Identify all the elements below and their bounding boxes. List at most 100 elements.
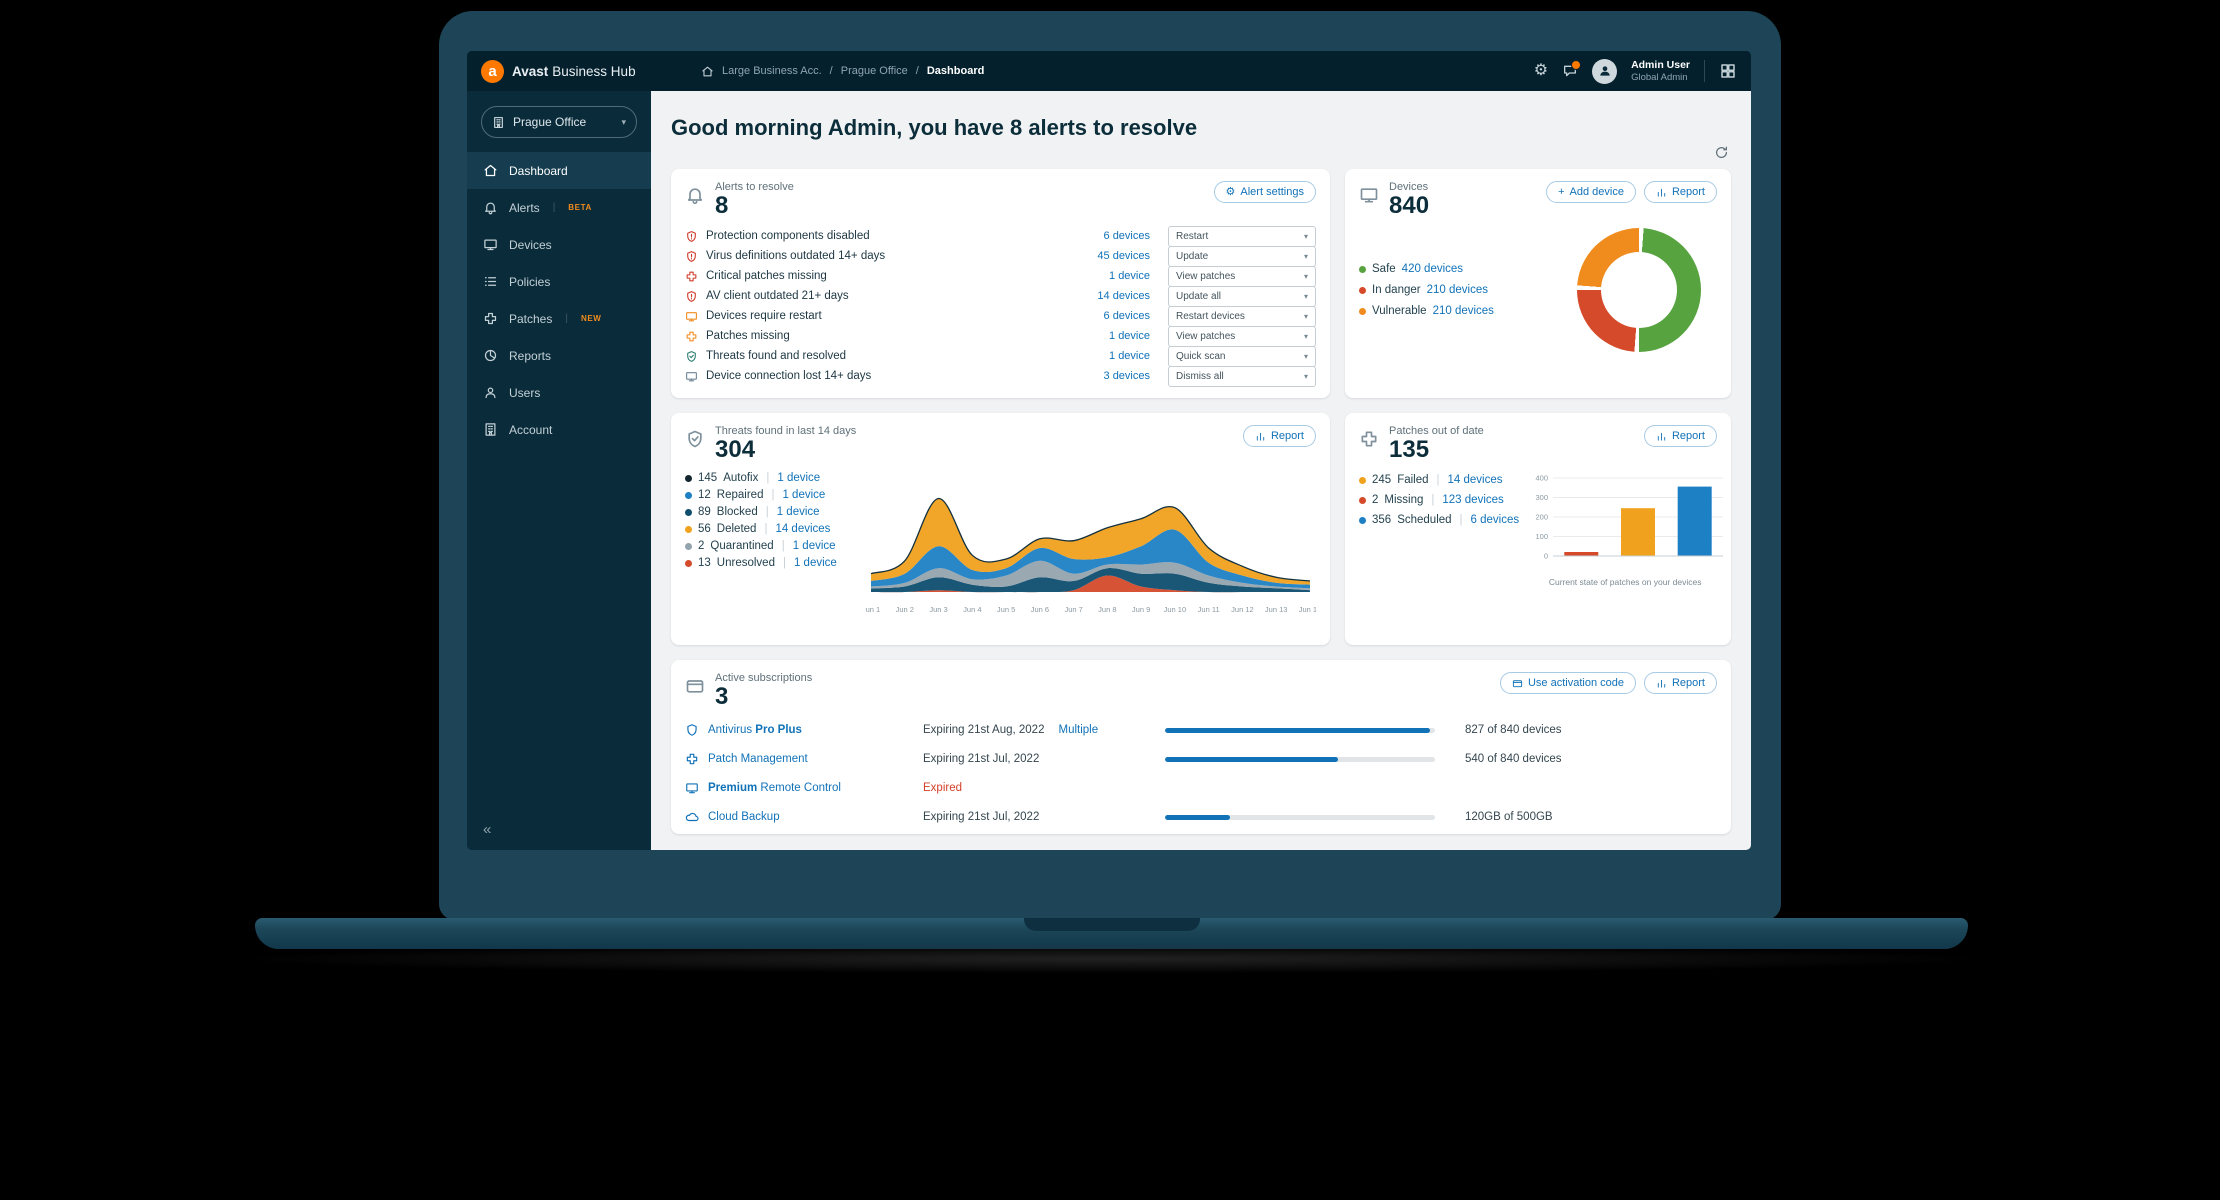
sidebar-item-dashboard[interactable]: Dashboard [467, 152, 651, 189]
bell-icon [685, 185, 705, 205]
alert-action-select[interactable]: View patches ▾ [1168, 325, 1316, 347]
legend-label: Missing [1384, 494, 1424, 507]
svg-text:Jun 10: Jun 10 [1164, 605, 1187, 614]
avatar[interactable] [1592, 58, 1618, 84]
breadcrumb-site[interactable]: Prague Office [840, 65, 908, 77]
alert-devices-link[interactable]: 3 devices [1103, 370, 1150, 383]
user-icon [1598, 64, 1612, 78]
alert-action-select[interactable]: View patches ▾ [1168, 265, 1316, 287]
alert-action-select[interactable]: Update ▾ [1168, 245, 1316, 267]
alert-devices-link[interactable]: 1 device [1109, 350, 1150, 363]
sidebar-item-patches[interactable]: Patches | NEW [467, 300, 651, 337]
legend-separator: | [1436, 474, 1440, 487]
sidebar-item-users[interactable]: Users [467, 374, 651, 411]
legend-devices-link[interactable]: 6 devices [1470, 514, 1520, 527]
alert-action-value: Restart [1176, 230, 1209, 242]
laptop-shadow [200, 944, 2020, 974]
legend-devices-link[interactable]: 14 devices [775, 523, 831, 536]
progress-fill [1165, 814, 1230, 820]
alert-devices-link[interactable]: 14 devices [1097, 290, 1150, 303]
beta-badge: BETA [568, 203, 592, 212]
devices-report-button[interactable]: Report [1643, 181, 1717, 203]
legend-devices-link[interactable]: 420 devices [1401, 263, 1464, 276]
sidebar-item-policies[interactable]: Policies [467, 263, 651, 300]
app-switcher-icon[interactable] [1719, 62, 1737, 80]
alert-devices-link[interactable]: 6 devices [1103, 230, 1150, 243]
subscription-name-link[interactable]: Premium Remote Control [708, 782, 841, 794]
sidebar-item-alerts[interactable]: Alerts | BETA [467, 189, 651, 226]
subscription-usage: 540 of 840 devices [1465, 753, 1562, 766]
user-info[interactable]: Admin User Global Admin [1631, 59, 1690, 83]
list-icon [483, 274, 498, 289]
alert-action-select[interactable]: Restart devices ▾ [1168, 305, 1316, 327]
sidebar-item-label: Users [509, 385, 541, 400]
chevron-down-icon: ▾ [1303, 291, 1308, 301]
svg-text:Jun 12: Jun 12 [1231, 605, 1254, 614]
subscription-progress-cell [1165, 727, 1465, 733]
badge-separator: | [565, 313, 568, 324]
laptop-base [255, 918, 1968, 949]
subscription-name-link[interactable]: Cloud Backup [708, 811, 780, 823]
legend-dot [685, 474, 692, 482]
legend-devices-link[interactable]: 1 device [777, 472, 821, 485]
patches-report-button[interactable]: Report [1643, 425, 1717, 447]
alert-action-value: Quick scan [1176, 350, 1226, 362]
legend-devices-link[interactable]: 1 device [782, 489, 826, 502]
alert-action-select[interactable]: Restart ▾ [1168, 225, 1316, 247]
multiple-link[interactable]: Multiple [1058, 724, 1099, 737]
svg-text:Jun 14: Jun 14 [1299, 605, 1316, 614]
legend-separator: | [766, 472, 770, 485]
legend-devices-link[interactable]: 1 device [793, 557, 837, 570]
subscriptions-card-header: Active subscriptions 3 Use activation co… [685, 672, 1717, 709]
alert-devices-link[interactable]: 6 devices [1103, 310, 1150, 323]
subscription-expiry-cell: Expiring 21st Aug, 2022 Multiple [923, 724, 1165, 736]
svg-text:100: 100 [1536, 532, 1549, 541]
site-selector[interactable]: Prague Office ▾ [481, 106, 637, 138]
alert-devices-link[interactable]: 1 device [1109, 270, 1150, 283]
patch-icon [685, 270, 698, 283]
legend-dot [1359, 496, 1366, 504]
legend-devices-link[interactable]: 14 devices [1447, 474, 1503, 487]
expiry-text: Expiring 21st Aug, 2022 [923, 724, 1045, 737]
breadcrumb-separator: / [829, 65, 833, 77]
add-device-button[interactable]: + Add device [1546, 181, 1636, 203]
legend-devices-link[interactable]: 123 devices [1442, 494, 1504, 507]
subscription-name-link[interactable]: Antivirus Pro Plus [708, 724, 802, 736]
legend-item: In danger 210 devices [1359, 284, 1494, 296]
bar-chart-icon [1656, 187, 1667, 198]
legend-dot [1359, 476, 1366, 484]
threats-report-button[interactable]: Report [1242, 425, 1316, 447]
subscription-name-link[interactable]: Patch Management [708, 753, 808, 765]
alert-action-select[interactable]: Update all ▾ [1168, 285, 1316, 307]
chevron-down-icon: ▾ [1303, 311, 1308, 321]
alert-devices-link[interactable]: 1 device [1109, 330, 1150, 343]
patches-chart-caption: Current state of patches on your devices [1548, 577, 1702, 588]
user-icon [483, 385, 498, 400]
legend-devices-link[interactable]: 210 devices [1432, 305, 1494, 318]
alert-action-value: View patches [1176, 270, 1236, 282]
chevron-down-icon: ▾ [1303, 271, 1308, 281]
breadcrumb-account[interactable]: Large Business Acc. [722, 65, 822, 77]
notifications-icon[interactable] [1562, 60, 1582, 79]
alert-settings-button[interactable]: ⚙ Alert settings [1213, 181, 1316, 203]
alert-devices-link[interactable]: 45 devices [1097, 250, 1150, 263]
sidebar-collapse-icon[interactable]: « [483, 821, 492, 838]
subscriptions-report-button[interactable]: Report [1643, 672, 1717, 694]
sidebar-item-reports[interactable]: Reports [467, 337, 651, 374]
topbar: a Avast Business Hub Large Business Acc. … [467, 51, 1751, 91]
settings-gear-icon[interactable]: ⚙ [1533, 62, 1549, 79]
legend-label: Vulnerable [1372, 305, 1427, 318]
legend-devices-link[interactable]: 1 device [792, 540, 836, 553]
legend-devices-link[interactable]: 1 device [776, 506, 820, 519]
sidebar-item-account[interactable]: Account [467, 411, 651, 448]
alert-action-select[interactable]: Quick scan ▾ [1168, 345, 1316, 367]
legend-devices-link[interactable]: 210 devices [1426, 284, 1488, 297]
sidebar-item-devices[interactable]: Devices [467, 226, 651, 263]
refresh-icon [1714, 145, 1729, 160]
refresh-button[interactable] [1712, 143, 1731, 165]
legend-item: 56 Deleted | 14 devices [685, 523, 855, 535]
alert-action-select[interactable]: Dismiss all ▾ [1168, 365, 1316, 387]
alert-action-value: Update all [1176, 290, 1222, 302]
use-activation-code-button[interactable]: Use activation code [1499, 672, 1636, 694]
alert-label: Virus definitions outdated 14+ days [706, 250, 886, 263]
